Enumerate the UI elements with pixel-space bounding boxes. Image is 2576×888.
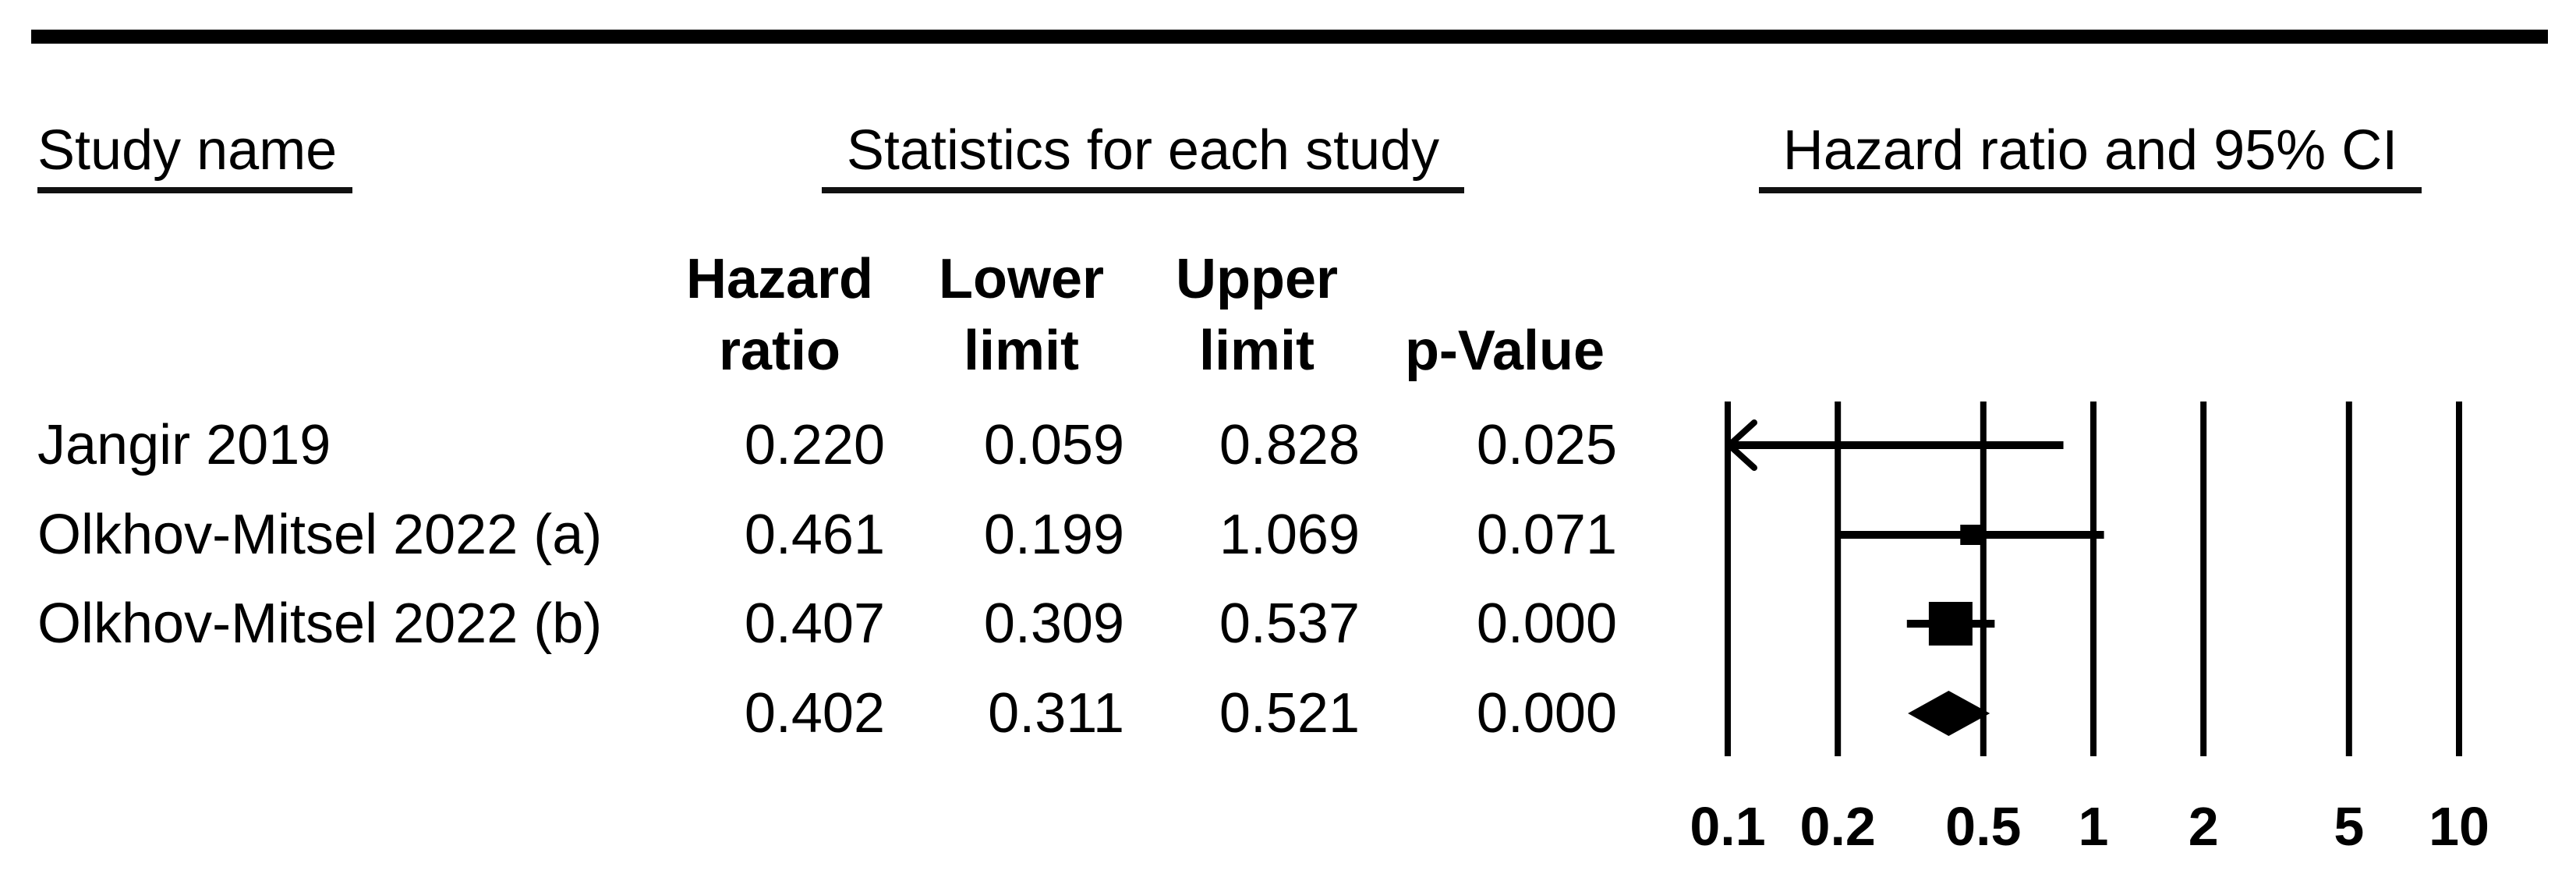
column-header-line: limit: [1198, 320, 1315, 382]
lower-limit-value: 0.311: [988, 682, 1124, 745]
study-name: Jangir 2019: [37, 414, 331, 476]
lower-limit-value: 0.199: [983, 504, 1124, 566]
column-header-line: Hazard: [685, 248, 874, 310]
top-rule: [31, 30, 2548, 44]
column-header-line: [1388, 243, 1622, 315]
study-name: Olkhov-Mitsel 2022 (a): [37, 504, 603, 566]
summary-diamond: [1908, 691, 1990, 736]
study-name: Olkhov-Mitsel 2022 (b): [37, 593, 603, 655]
upper-limit-value: 0.828: [1219, 414, 1360, 476]
x-tick-label-0.1: 0.1: [1690, 796, 1766, 857]
study-row: Olkhov-Mitsel 2022 (a) 0.461 0.199 1.069 0.0…: [0, 499, 1676, 571]
hazard-ratio-value: 0.461: [744, 504, 885, 566]
point-estimate-square: [1928, 602, 1973, 646]
x-tick-label-2: 2: [2188, 796, 2219, 857]
point-estimate-square: [1960, 525, 1981, 545]
column-header-p-value: p-Value: [1388, 243, 1622, 387]
p-value: 0.025: [1476, 414, 1617, 476]
upper-limit-value: 0.521: [1219, 682, 1360, 745]
x-tick-label-10: 10: [2429, 796, 2489, 857]
x-tick-label-1: 1: [2078, 796, 2109, 857]
x-tick-label-5: 5: [2334, 796, 2365, 857]
lower-limit-value: 0.059: [983, 414, 1124, 476]
x-tick-label-0.5: 0.5: [1945, 796, 2022, 857]
study-name-header: Study name: [37, 122, 352, 193]
upper-limit-value: 0.537: [1219, 593, 1360, 655]
column-header-limit: Upper limit: [1140, 243, 1374, 387]
statistics-header: Statistics for each study: [822, 122, 1464, 193]
left-clip-arrow: [1725, 419, 1757, 471]
lower-limit-value: 0.309: [983, 593, 1124, 655]
hazard-ratio-value: 0.407: [744, 593, 885, 655]
upper-limit-value: 1.069: [1219, 504, 1360, 566]
x-tick-label-0.2: 0.2: [1799, 796, 1876, 857]
hazard-ratio-value: 0.402: [744, 682, 885, 745]
study-row: Olkhov-Mitsel 2022 (b) 0.407 0.309 0.537 0.0…: [0, 588, 1676, 660]
column-header-limit: Lower limit: [904, 243, 1138, 387]
column-header-line: limit: [963, 320, 1079, 382]
column-header-line: p-Value: [1404, 320, 1605, 382]
column-header-line: ratio: [718, 320, 841, 382]
column-header-line: Upper: [1175, 248, 1339, 310]
hazard-ratio-value: 0.220: [744, 414, 885, 476]
p-value: 0.000: [1476, 593, 1617, 655]
study-row: Jangir 2019 0.220 0.059 0.828 0.025: [0, 409, 1676, 481]
column-header-line: Lower: [938, 248, 1105, 310]
p-value: 0.071: [1476, 504, 1617, 566]
hazard-ratio-ci-header: Hazard ratio and 95% CI: [1759, 122, 2422, 193]
column-header-ratio: Hazard ratio: [663, 243, 897, 387]
summary-row: 0.402 0.311 0.521 0.000: [0, 677, 1676, 749]
p-value: 0.000: [1476, 682, 1617, 745]
